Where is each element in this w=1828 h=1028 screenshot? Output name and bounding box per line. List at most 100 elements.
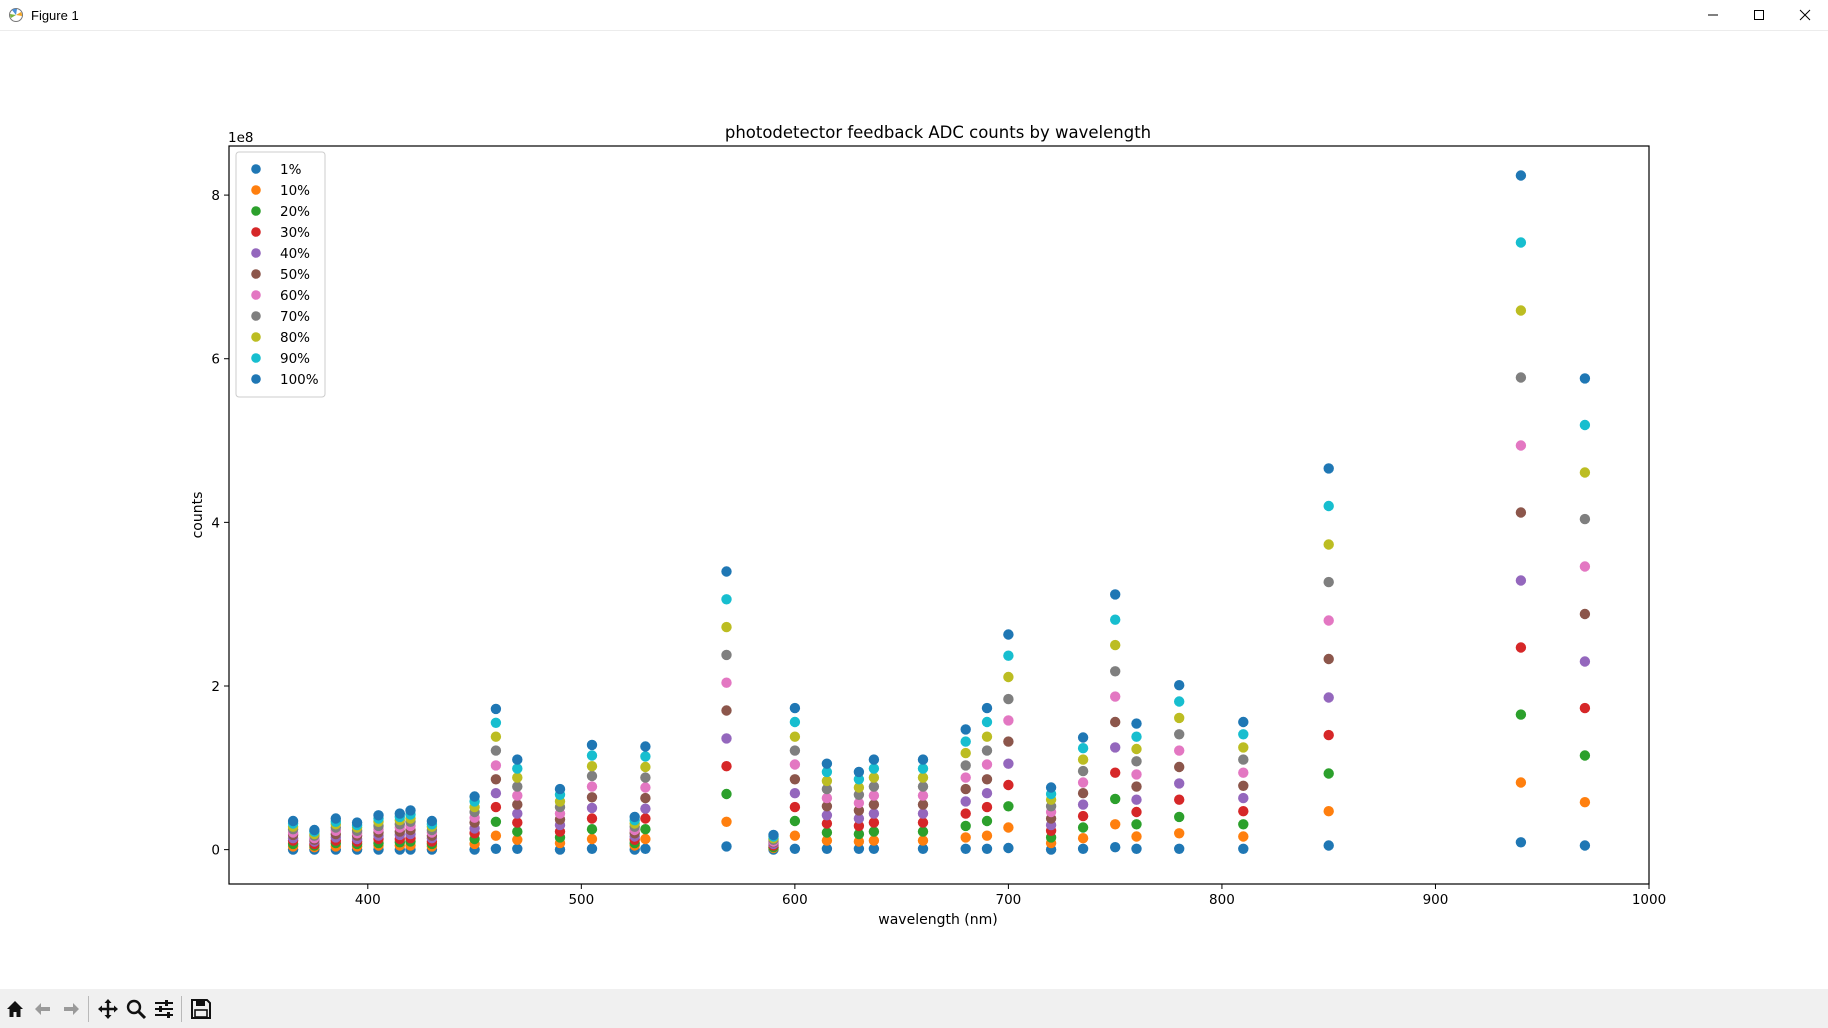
legend-label: 1% (280, 162, 302, 178)
data-point (721, 649, 732, 661)
forward-icon (64, 1002, 79, 1015)
data-point (1003, 758, 1014, 769)
data-point (373, 810, 384, 821)
data-point (490, 830, 502, 841)
zoom-icon (126, 999, 147, 1019)
close-button[interactable] (1782, 0, 1828, 30)
data-point (821, 783, 833, 795)
data-point (1579, 608, 1591, 620)
data-point (394, 808, 405, 819)
data-point (1003, 650, 1014, 661)
data-point (1131, 731, 1142, 742)
data-point (981, 759, 993, 770)
data-point (981, 716, 993, 728)
data-point (721, 621, 732, 633)
save-button[interactable] (188, 994, 214, 1024)
data-point (1110, 614, 1121, 625)
axes-frame (228, 145, 1650, 885)
data-point (853, 774, 865, 785)
data-point (821, 775, 833, 787)
x-tick-label: 500 (568, 892, 594, 908)
data-point (309, 824, 320, 836)
y-tick-label: 6 (211, 352, 220, 368)
data-point (1515, 305, 1527, 316)
data-point (1077, 833, 1089, 844)
legend-marker (251, 227, 261, 237)
legend-marker (251, 206, 261, 216)
maximize-icon (1754, 10, 1764, 20)
legend-label: 60% (280, 288, 310, 304)
data-point (1238, 754, 1249, 765)
data-point (1131, 843, 1142, 854)
data-point (1110, 793, 1121, 805)
legend-marker (251, 374, 261, 384)
data-point (1077, 754, 1089, 765)
data-point (1131, 819, 1142, 830)
data-point (1110, 819, 1121, 830)
data-point (512, 790, 523, 801)
data-point (640, 833, 651, 845)
data-point (1174, 696, 1185, 707)
data-point (917, 826, 929, 837)
pan-button[interactable] (95, 994, 121, 1024)
data-point (1579, 750, 1591, 761)
forward-button[interactable] (58, 994, 84, 1024)
legend-marker (251, 185, 261, 195)
data-point (1238, 843, 1249, 854)
legend-marker (251, 332, 261, 342)
data-point (853, 843, 865, 854)
window-titlebar: Figure 1 (0, 0, 1828, 31)
data-point (1323, 806, 1334, 817)
data-point (490, 731, 502, 742)
series-50% (287, 507, 1591, 848)
data-point (1238, 806, 1249, 817)
data-point (960, 736, 971, 747)
data-point (960, 832, 971, 843)
data-point (640, 782, 651, 793)
data-point (512, 843, 523, 854)
legend-label: 100% (280, 372, 319, 388)
scatter-chart: photodetector feedback ADC counts by wav… (190, 123, 1666, 928)
data-point (1174, 761, 1185, 773)
data-point (789, 759, 801, 770)
series-70% (287, 372, 1591, 845)
data-point (1131, 831, 1142, 842)
data-point (512, 781, 523, 792)
data-point (1174, 680, 1185, 691)
data-point (1579, 513, 1591, 525)
data-point (1515, 777, 1527, 788)
home-button[interactable] (2, 994, 28, 1024)
data-point (586, 781, 598, 792)
legend-marker (251, 248, 261, 258)
data-point (821, 843, 833, 854)
data-point (351, 817, 363, 828)
data-point (1323, 500, 1334, 512)
data-point (1174, 745, 1185, 756)
data-point (917, 835, 929, 846)
data-point (789, 788, 801, 799)
data-point (721, 761, 732, 772)
legend-label: 10% (280, 183, 310, 199)
data-point (917, 781, 929, 792)
x-tick-label: 600 (782, 892, 808, 908)
data-point (1323, 768, 1334, 779)
data-point (1174, 712, 1185, 724)
legend-marker (251, 311, 261, 321)
zoom-button[interactable] (123, 994, 149, 1024)
back-button[interactable] (30, 994, 56, 1024)
figure-canvas[interactable]: photodetector feedback ADC counts by wav… (0, 31, 1828, 988)
configure-subplots-button[interactable] (151, 994, 177, 1024)
data-point (1174, 843, 1185, 854)
data-point (490, 788, 502, 799)
data-point (1174, 811, 1185, 823)
data-point (960, 843, 971, 854)
maximize-button[interactable] (1736, 0, 1782, 30)
data-point (1110, 691, 1121, 702)
minimize-button[interactable] (1690, 0, 1736, 30)
save-icon (191, 998, 211, 1019)
data-point (1579, 840, 1591, 851)
data-point (853, 789, 865, 800)
y-tick-label: 8 (211, 188, 220, 204)
data-point (721, 705, 732, 716)
data-point (1238, 831, 1249, 842)
